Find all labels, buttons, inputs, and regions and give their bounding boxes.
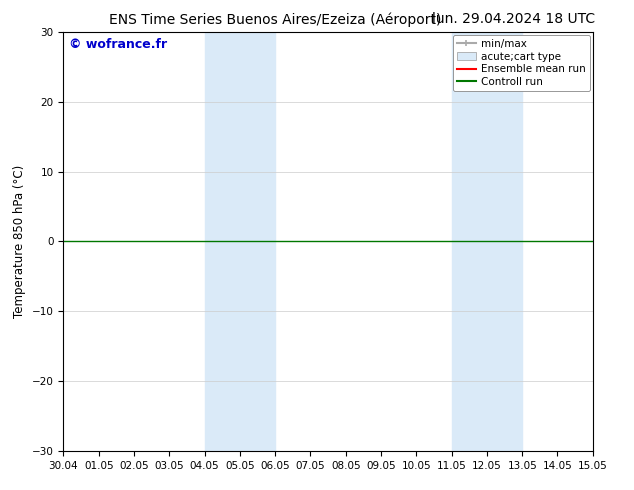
Legend: min/max, acute;cart type, Ensemble mean run, Controll run: min/max, acute;cart type, Ensemble mean … [453, 35, 590, 91]
Text: © wofrance.fr: © wofrance.fr [68, 38, 167, 51]
Bar [451, 32, 522, 451]
Y-axis label: Temperature 850 hPa (°C): Temperature 850 hPa (°C) [13, 165, 26, 318]
Bar [205, 32, 275, 451]
Text: lun. 29.04.2024 18 UTC: lun. 29.04.2024 18 UTC [432, 12, 595, 26]
Text: ENS Time Series Buenos Aires/Ezeiza (Aéroport): ENS Time Series Buenos Aires/Ezeiza (Aér… [109, 12, 441, 27]
